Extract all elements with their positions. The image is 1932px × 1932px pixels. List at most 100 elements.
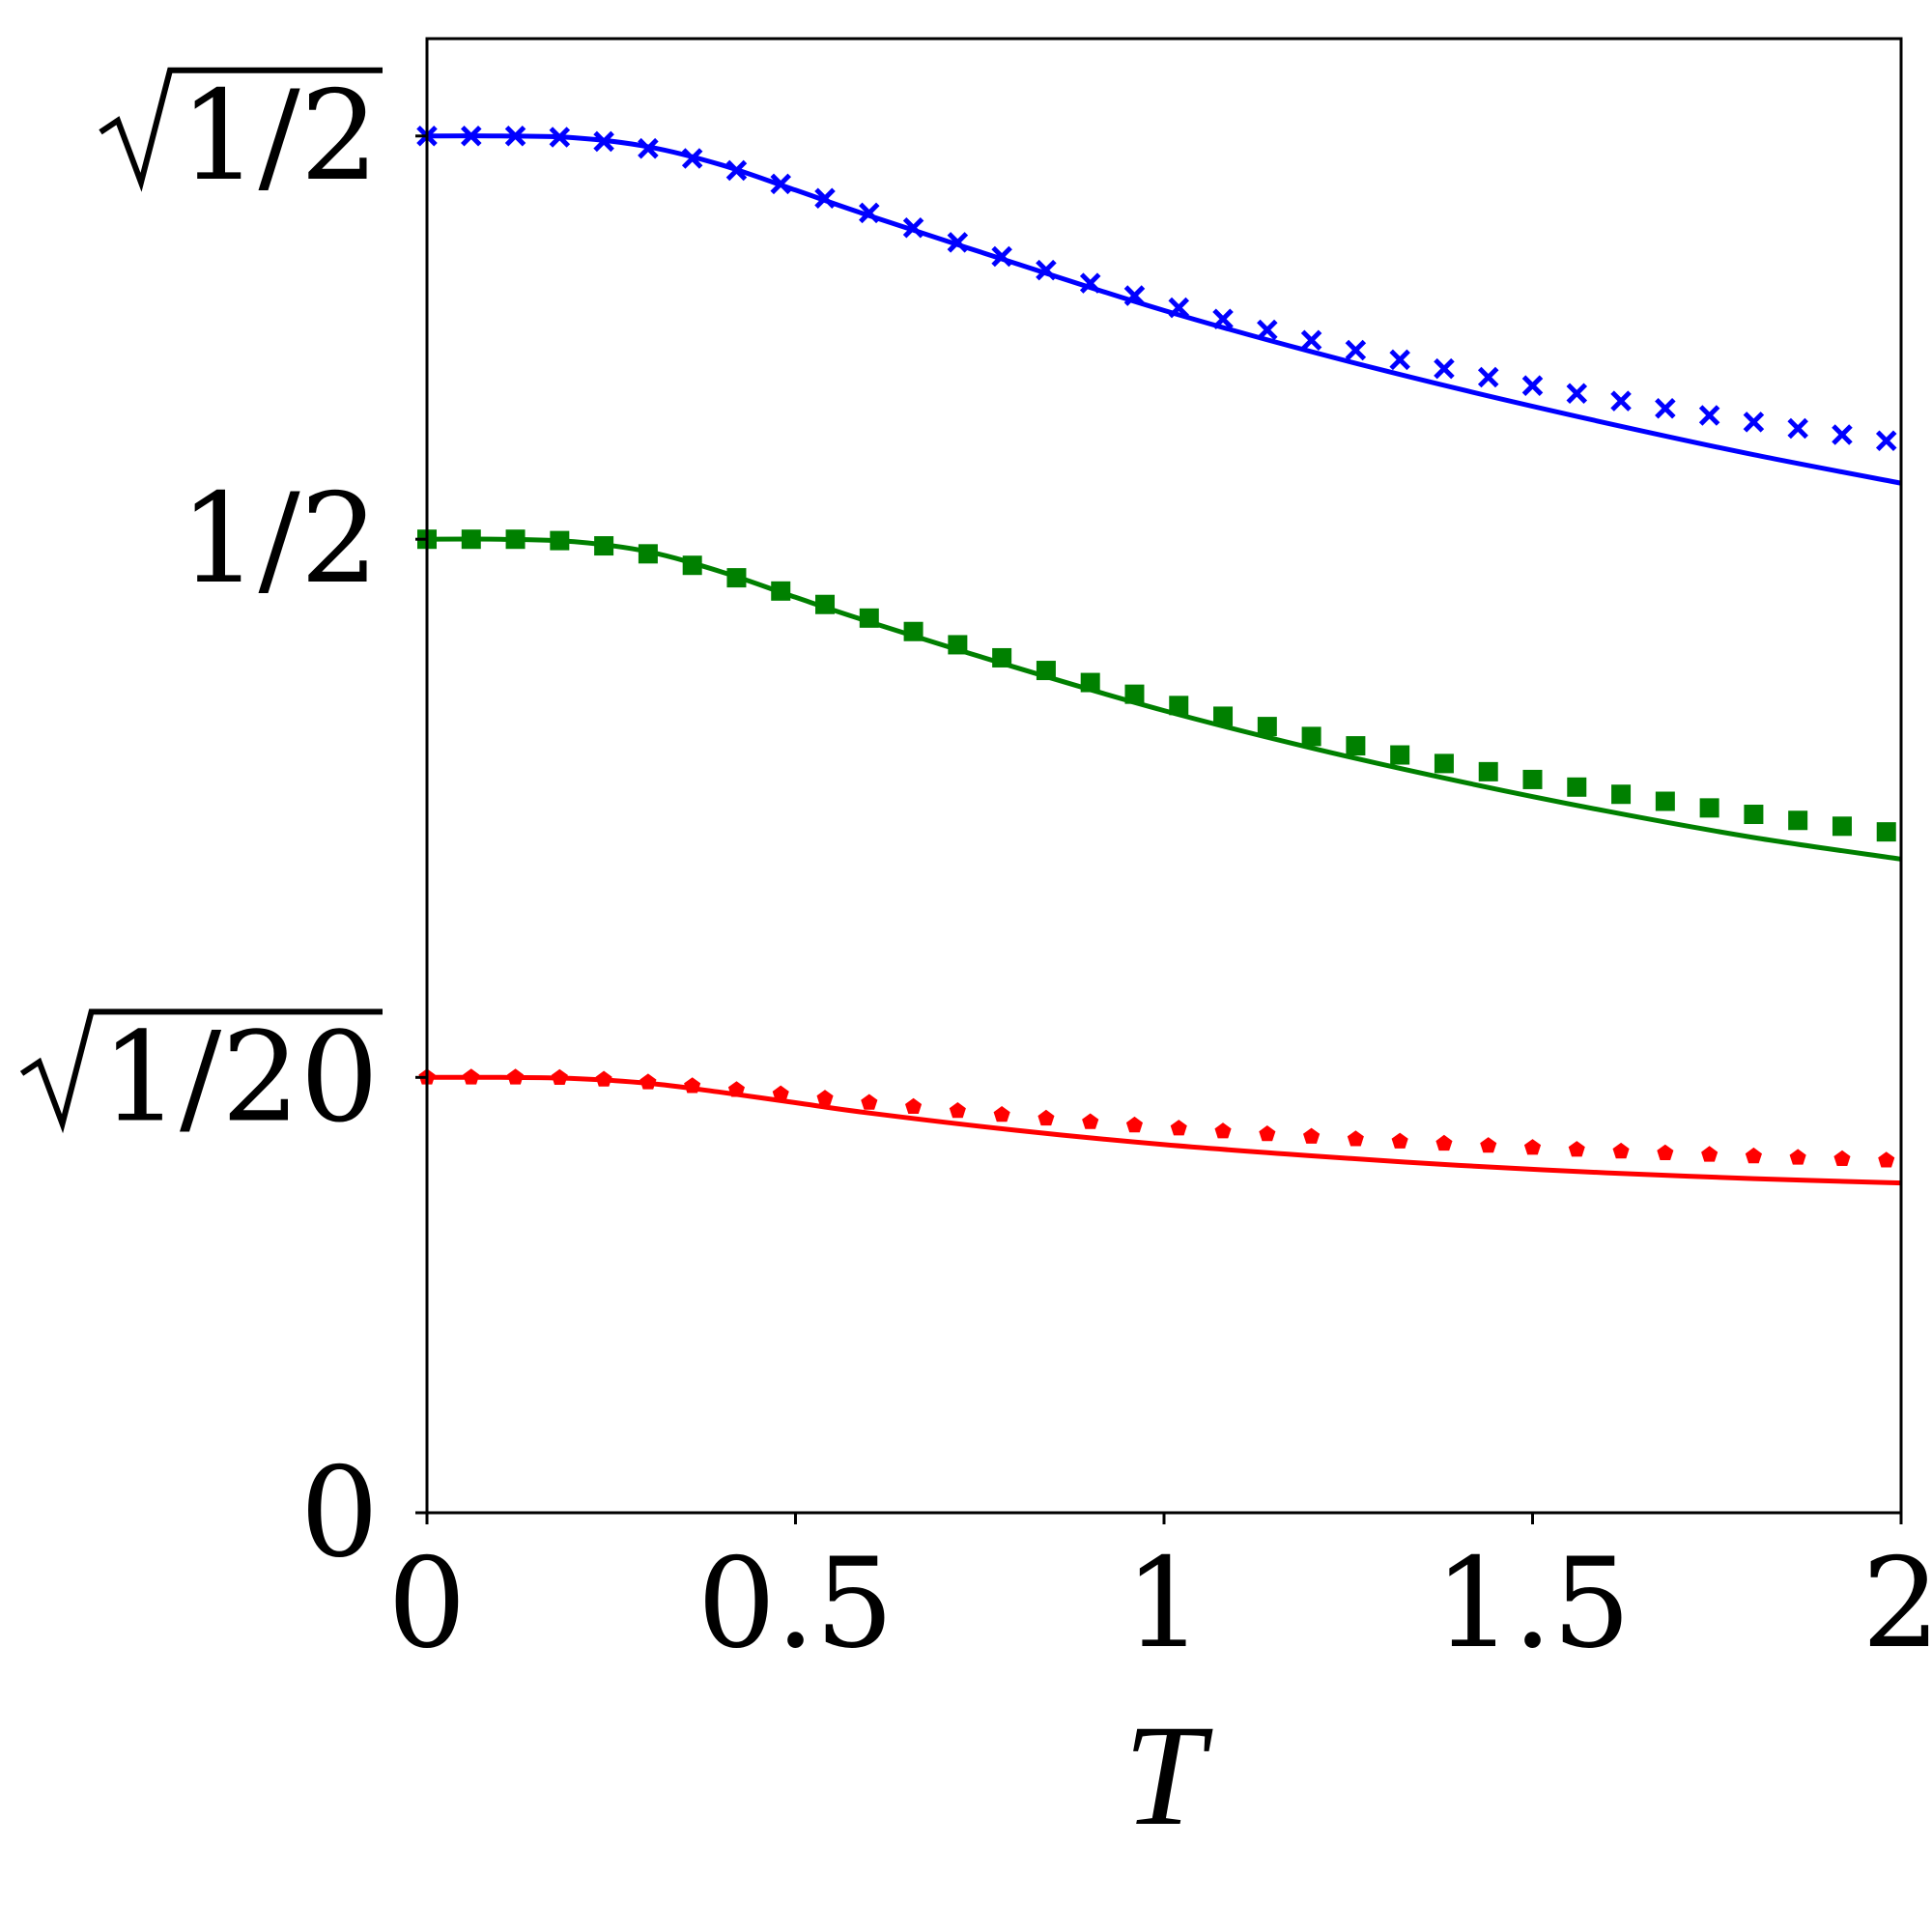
marker-pentagon-2-33	[1878, 1151, 1895, 1168]
marker-square-1-26	[1567, 777, 1587, 797]
y-tick-label-1: 1/20	[101, 1006, 379, 1150]
marker-square-1-18	[1213, 706, 1234, 726]
marker-square-1-32	[1832, 816, 1852, 837]
marker-x-0-18	[1212, 308, 1234, 330]
marker-x-0-6	[681, 148, 703, 169]
marker-x-0-15	[1079, 272, 1101, 294]
marker-x-0-30	[1743, 412, 1765, 433]
marker-pentagon-2-17	[1170, 1120, 1187, 1136]
marker-square-1-19	[1257, 717, 1277, 737]
marker-x-0-9	[814, 187, 836, 210]
marker-pentagon-2-21	[1347, 1130, 1364, 1147]
marker-x-0-7	[725, 159, 748, 182]
curve-1	[426, 536, 1902, 862]
marker-pentagon-2-28	[1657, 1144, 1674, 1160]
y-tick-radical-3	[99, 67, 383, 192]
y-tick-radical-1	[19, 1009, 383, 1134]
marker-pentagon-2-2	[507, 1068, 525, 1085]
marker-x-0-17	[1168, 297, 1190, 319]
x-tick-label-3: 1.5	[1435, 1532, 1632, 1676]
marker-square-1-31	[1788, 810, 1808, 831]
marker-pentagon-2-3	[551, 1068, 568, 1085]
marker-pentagon-2-5	[639, 1073, 657, 1090]
marker-square-1-6	[682, 555, 702, 576]
marker-square-1-27	[1611, 784, 1632, 805]
marker-x-0-27	[1610, 390, 1632, 412]
marker-square-1-17	[1169, 696, 1189, 716]
marker-square-1-20	[1301, 726, 1321, 747]
x-tick-label-2: 1	[1124, 1532, 1203, 1676]
marker-pentagon-2-30	[1745, 1147, 1762, 1164]
plot-frame	[425, 37, 1903, 1515]
marker-square-1-24	[1478, 761, 1498, 781]
marker-pentagon-2-6	[684, 1077, 701, 1094]
marker-pentagon-2-23	[1435, 1134, 1453, 1151]
marker-x-0-29	[1698, 405, 1720, 426]
marker-x-0-14	[1036, 259, 1057, 281]
marker-pentagon-2-24	[1480, 1137, 1497, 1153]
marker-pentagon-2-19	[1259, 1125, 1276, 1142]
marker-x-0-12	[947, 232, 969, 253]
marker-pentagon-2-22	[1391, 1132, 1408, 1149]
marker-square-1-28	[1655, 791, 1675, 811]
marker-x-0-21	[1345, 339, 1367, 361]
marker-square-1-14	[1036, 661, 1056, 681]
curve-0	[426, 133, 1902, 486]
marker-x-0-23	[1434, 357, 1455, 380]
marker-pentagon-2-32	[1833, 1150, 1851, 1166]
marker-x-0-8	[770, 173, 792, 195]
x-axis-label: T	[1123, 1695, 1213, 1856]
marker-square-1-10	[859, 608, 879, 628]
y-tick-label-0: 0	[300, 1441, 379, 1585]
marker-square-1-30	[1744, 805, 1764, 825]
marker-pentagon-2-16	[1125, 1116, 1143, 1133]
marker-pentagon-2-8	[772, 1085, 789, 1101]
marker-square-1-15	[1080, 672, 1100, 693]
marker-square-1-25	[1522, 769, 1543, 789]
plot-area	[416, 126, 1902, 1186]
marker-pentagon-2-25	[1523, 1139, 1542, 1155]
marker-x-0-3	[549, 127, 571, 148]
marker-square-1-16	[1124, 684, 1145, 704]
marker-x-0-4	[593, 130, 614, 153]
marker-square-1-9	[815, 594, 836, 614]
marker-pentagon-2-15	[1082, 1113, 1099, 1129]
marker-x-0-28	[1655, 397, 1676, 419]
marker-x-0-1	[461, 126, 482, 147]
y-tick-label-2: 1/2	[180, 468, 379, 611]
marker-pentagon-2-26	[1568, 1141, 1585, 1157]
marker-x-0-11	[902, 216, 924, 239]
marker-square-1-11	[903, 621, 923, 641]
marker-square-1-33	[1876, 822, 1896, 842]
marker-x-0-25	[1521, 375, 1544, 396]
marker-x-0-26	[1566, 383, 1588, 405]
ticks: 0 0.5 1 1.5 2 0 1/20 1/2 1/2	[19, 65, 1932, 1676]
x-tick-label-4: 2	[1861, 1532, 1932, 1676]
marker-pentagon-2-11	[905, 1097, 923, 1114]
marker-pentagon-2-18	[1214, 1122, 1232, 1139]
marker-pentagon-2-10	[861, 1094, 878, 1110]
marker-x-0-22	[1389, 349, 1410, 371]
marker-square-1-23	[1434, 753, 1454, 774]
x-tick-label-0: 0	[387, 1532, 466, 1676]
marker-x-0-24	[1477, 366, 1499, 388]
marker-x-0-32	[1832, 424, 1853, 445]
marker-pentagon-2-12	[949, 1102, 966, 1119]
marker-pentagon-2-9	[816, 1090, 834, 1106]
marker-pentagon-2-4	[595, 1070, 612, 1087]
marker-square-1-7	[726, 568, 747, 588]
marker-square-1-4	[594, 536, 614, 556]
marker-square-1-12	[948, 635, 968, 655]
y-tick-label-3: 1/2	[180, 65, 379, 209]
marker-x-0-13	[991, 245, 1012, 268]
marker-x-0-33	[1875, 430, 1897, 451]
marker-pentagon-2-14	[1037, 1109, 1055, 1126]
axes-frame	[425, 37, 1903, 1515]
marker-square-1-3	[550, 530, 570, 551]
marker-pentagon-2-1	[463, 1068, 480, 1085]
marker-square-1-1	[461, 529, 481, 550]
marker-square-1-13	[992, 647, 1012, 668]
marker-square-1-8	[771, 581, 791, 601]
marker-x-0-19	[1257, 319, 1278, 341]
